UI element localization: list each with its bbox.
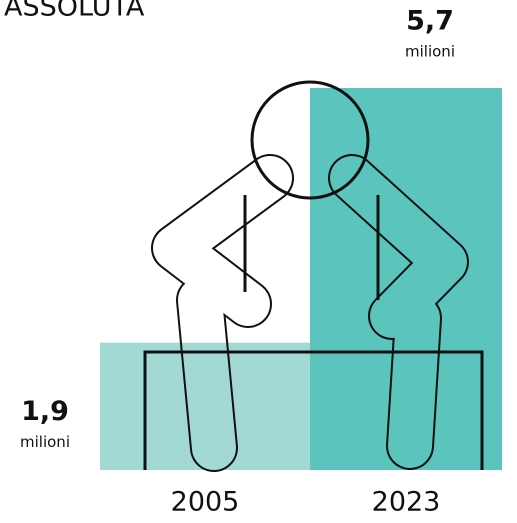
chart: ASSOLUTA 2005 1,9 milioni 2023 5,7 milioni [0, 0, 517, 523]
x-tick-label: 2023 [372, 487, 441, 518]
x-tick-label: 2005 [171, 487, 240, 518]
value-label: 1,9 [21, 396, 69, 427]
value-unit: milioni [405, 43, 455, 61]
value-unit: milioni [20, 433, 70, 451]
chart-title: ASSOLUTA [4, 0, 145, 23]
value-label: 5,7 [406, 6, 454, 37]
